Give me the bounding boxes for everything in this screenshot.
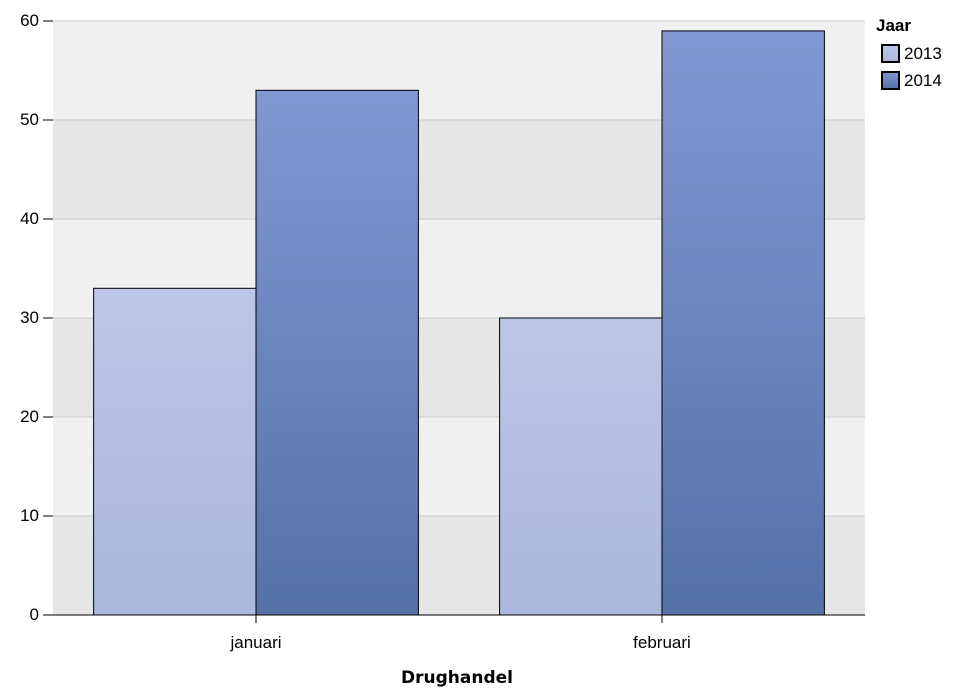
bar-2014-januari[interactable]: [255, 89, 419, 616]
legend-swatch-2013[interactable]: [881, 44, 900, 63]
bar-2013-januari[interactable]: [93, 287, 257, 616]
y-tick-label: 40: [20, 209, 39, 228]
legend-swatch-2014[interactable]: [881, 71, 900, 90]
x-axis-title: Drughandel: [401, 668, 513, 688]
y-tick-label: 30: [20, 308, 39, 327]
bar-2014-februari[interactable]: [661, 30, 825, 616]
y-tick-label: 10: [20, 506, 39, 525]
legend-title: Jaar: [876, 16, 911, 35]
y-tick-label: 0: [30, 605, 39, 624]
x-tick-label: februari: [633, 633, 691, 652]
y-tick-label: 50: [20, 110, 39, 129]
y-axis-ticks: 0 10 20 30 40 50 60: [20, 11, 53, 624]
bars: [93, 30, 825, 616]
bar-2013-februari[interactable]: [499, 317, 663, 616]
y-tick-label: 60: [20, 11, 39, 30]
legend-label-2014[interactable]: 2014: [904, 71, 942, 90]
x-tick-label: januari: [229, 633, 281, 652]
legend: Jaar 2013 2014: [876, 16, 942, 90]
legend-label-2013[interactable]: 2013: [904, 44, 942, 63]
x-axis-ticks: januari februari: [229, 615, 691, 652]
y-tick-label: 20: [20, 407, 39, 426]
